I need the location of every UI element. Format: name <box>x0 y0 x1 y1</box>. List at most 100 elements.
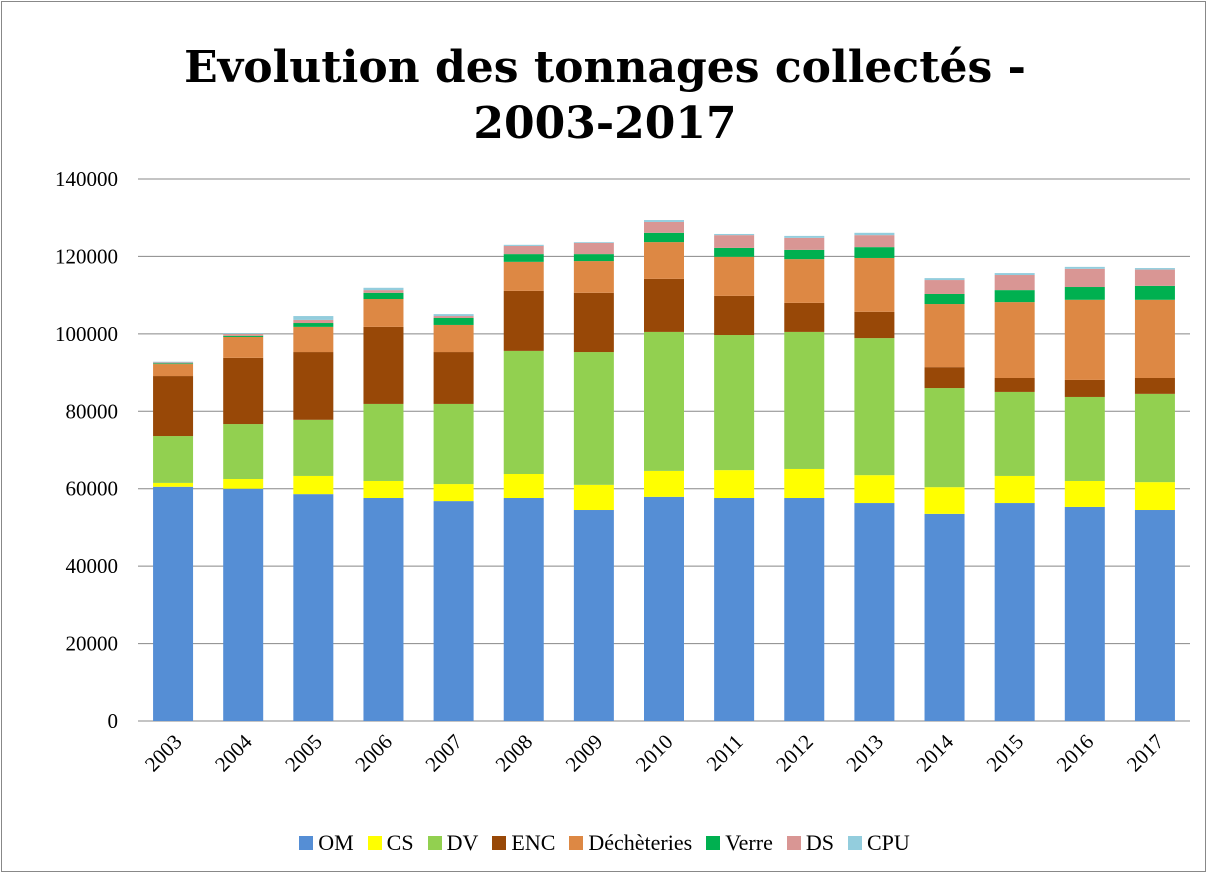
bar-segment <box>854 311 895 339</box>
bar-segment <box>223 333 264 336</box>
bar-segment <box>573 510 614 721</box>
bar-segment <box>503 350 544 475</box>
bar-segment <box>994 503 1035 721</box>
bar-segment <box>1064 287 1105 300</box>
x-tick-label: 2013 <box>841 730 888 777</box>
bar-segment <box>644 220 684 222</box>
bar-segment <box>223 333 264 334</box>
y-tick-label: 140000 <box>55 167 118 191</box>
bar-segment <box>293 419 334 476</box>
bar-segment <box>644 331 684 471</box>
bar-segment <box>503 290 544 351</box>
bar-segment <box>644 221 684 233</box>
bar-segment <box>714 235 755 248</box>
x-tick-label: 2006 <box>350 730 397 777</box>
bar-segment <box>714 247 755 257</box>
legend-label: OM <box>318 830 354 855</box>
bar-segment <box>293 494 334 721</box>
bar-segment <box>644 242 684 279</box>
bar-segment <box>153 376 194 437</box>
bar-segment <box>994 273 1035 276</box>
bar-segment <box>573 484 614 511</box>
legend-label: ENC <box>511 830 556 855</box>
bar-segment <box>714 470 755 499</box>
bar-segment <box>714 256 755 296</box>
y-tick-label: 0 <box>108 709 119 733</box>
bar-segment <box>363 403 404 481</box>
legend-item: CS <box>367 830 414 856</box>
bar-segment <box>924 293 965 305</box>
bar-segment <box>153 486 194 721</box>
bar-segment <box>153 363 194 365</box>
bar-segment <box>994 275 1035 291</box>
legend-swatch <box>786 836 801 850</box>
bar-segment <box>854 235 895 248</box>
bar-segment <box>854 503 895 721</box>
bar-segment <box>153 436 194 483</box>
y-tick-label: 40000 <box>66 554 119 578</box>
bar-segment <box>784 468 825 499</box>
bar-segment <box>854 257 895 312</box>
bar-segment <box>1064 506 1105 721</box>
bar-segment <box>714 295 755 336</box>
bar-segment <box>573 352 614 485</box>
x-tick-label: 2008 <box>491 730 538 777</box>
bar-segment <box>1134 482 1175 511</box>
bar-segment <box>784 259 825 303</box>
bar-segment <box>1064 379 1105 397</box>
bar-segment <box>433 501 474 721</box>
bar-segment <box>1134 285 1175 300</box>
x-tick-label: 2010 <box>631 730 678 777</box>
bar-segment <box>293 326 334 353</box>
legend-item: CPU <box>847 830 910 856</box>
bar-segment <box>784 235 825 238</box>
bar-segment <box>644 470 684 497</box>
legend-label: CS <box>386 830 414 855</box>
legend-label: CPU <box>866 830 910 855</box>
bar-segment <box>924 304 965 368</box>
legend-label: Verre <box>725 830 773 855</box>
bar-segment <box>784 302 825 332</box>
bar-segment <box>363 290 404 293</box>
bar-segment <box>503 245 544 255</box>
y-tick-label: 20000 <box>66 632 119 656</box>
legend-label: DV <box>446 830 479 855</box>
bar-segment <box>153 364 194 377</box>
bar-segment <box>994 391 1035 476</box>
bar-segment <box>854 232 895 236</box>
y-tick-label: 120000 <box>55 244 118 268</box>
bar-segment <box>573 242 614 243</box>
x-tick-label: 2016 <box>1052 730 1099 777</box>
x-tick-label: 2014 <box>911 729 958 776</box>
bar-segment <box>573 254 614 262</box>
bar-segment <box>153 361 194 363</box>
legend-label: Déchèteries <box>588 830 693 855</box>
bar-segment <box>1134 268 1175 270</box>
bar-segment <box>1134 269 1175 286</box>
bar-segment <box>293 475 334 495</box>
bar-segment <box>363 480 404 499</box>
bar-segment <box>854 338 895 476</box>
bar-segment <box>1064 268 1105 288</box>
bar-segment <box>433 352 474 404</box>
bar-segment <box>924 487 965 514</box>
bar-segment <box>1064 299 1105 380</box>
x-tick-label: 2009 <box>561 730 608 777</box>
bar-segment <box>924 513 965 721</box>
bar-segment <box>1134 377 1175 394</box>
bar-segment <box>363 299 404 327</box>
bar-segment <box>573 292 614 353</box>
bar-segment <box>854 247 895 258</box>
y-tick-label: 80000 <box>66 399 119 423</box>
bar-segment <box>994 302 1035 378</box>
legend-swatch <box>299 836 314 850</box>
y-tick-label: 100000 <box>55 322 118 346</box>
x-tick-label: 2017 <box>1122 730 1169 777</box>
bar-segment <box>784 249 825 260</box>
bar-segment <box>924 280 965 294</box>
bar-segment <box>924 388 965 488</box>
legend-item: DV <box>427 830 479 856</box>
legend-item: ENC <box>492 830 555 856</box>
bar-segment <box>293 323 334 327</box>
legend-swatch <box>569 836 584 850</box>
